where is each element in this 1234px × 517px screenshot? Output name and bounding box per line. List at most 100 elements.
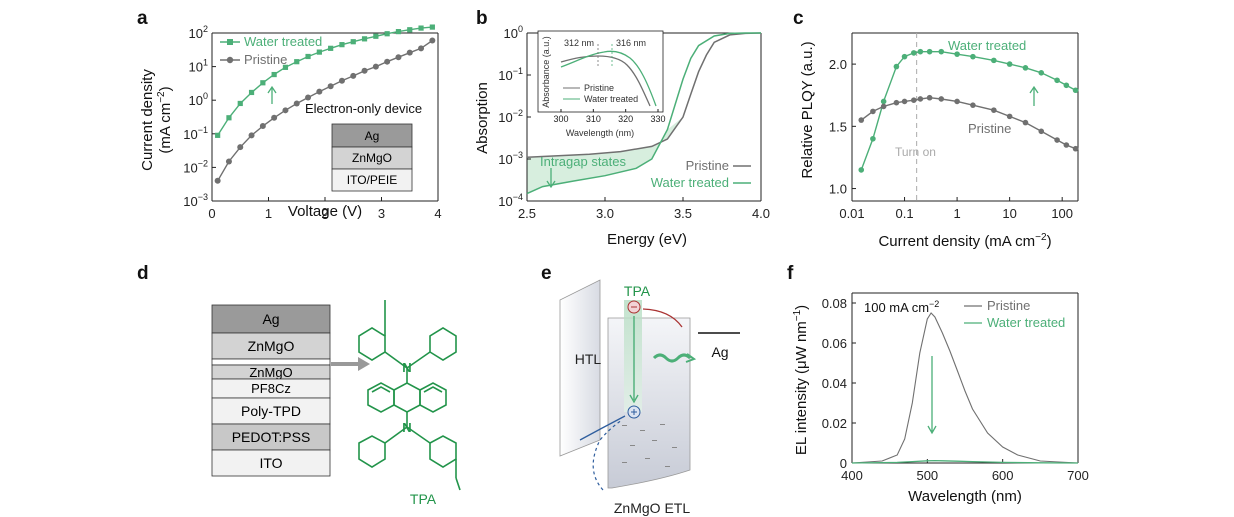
panel-c-arrow xyxy=(1029,85,1039,106)
panel-b-annotation: Intragap states xyxy=(540,154,626,169)
e-htl-label: HTL xyxy=(575,351,602,367)
panel-f-annotation: 100 mA cm−2 xyxy=(864,299,939,315)
y-tick-label: 2.0 xyxy=(829,57,847,72)
stack-d-znmgo-top: ZnMgO xyxy=(248,338,295,354)
data-point-pristine xyxy=(1054,137,1060,143)
inset-x-tick-label: 330 xyxy=(650,114,665,124)
inset-pristine-line xyxy=(560,55,651,107)
panel-a-xlabel: Voltage (V) xyxy=(288,203,362,220)
panel-a-annotation: Electron-only device xyxy=(305,101,422,116)
data-point-water xyxy=(926,48,933,55)
x-tick-label: 1 xyxy=(953,206,960,221)
e-tpa-label: TPA xyxy=(624,283,651,299)
data-point-water xyxy=(395,29,402,35)
series-line-0 xyxy=(526,32,762,159)
y-tick-label: 1.5 xyxy=(829,119,847,134)
panel-d-arrowhead xyxy=(358,357,370,371)
data-point-water xyxy=(893,63,900,70)
y-tick-label: 1.0 xyxy=(829,182,847,197)
panel-c-axes: 0.01 0.1 1 10 100 1.0 1.5 2.0 xyxy=(829,32,1079,221)
y-tick-label: 0.02 xyxy=(822,416,847,431)
data-point-pristine xyxy=(350,72,357,79)
panel-e: e HTL TPA Ag ZnMgO ETL xyxy=(541,263,740,516)
stack-d-znmgo-bottom: ZnMgO xyxy=(249,365,292,380)
stack-d-ito: ITO xyxy=(259,455,282,471)
data-point-pristine xyxy=(293,100,300,107)
x-tick-label: 0 xyxy=(208,206,215,221)
panel-a-legend-pristine: Pristine xyxy=(244,52,287,67)
data-point-pristine xyxy=(1006,113,1013,120)
panel-a-ylabel: Current density (mA cm−2) xyxy=(139,69,174,171)
data-point-pristine xyxy=(938,96,945,102)
data-point-pristine xyxy=(910,97,917,103)
y-tick-label: 10−4 xyxy=(498,192,523,209)
data-point-pristine xyxy=(338,77,345,84)
x-tick-label: 2 xyxy=(321,206,328,221)
x-tick-label: 10 xyxy=(1002,206,1016,221)
data-point-water xyxy=(954,51,960,57)
x-tick-label: 3.0 xyxy=(596,206,614,221)
panel-a-legend-water: Water treated xyxy=(244,34,322,49)
data-point-water xyxy=(305,53,311,60)
etl-trap-states xyxy=(622,424,677,467)
data-point-water xyxy=(384,31,390,37)
x-tick-label: 400 xyxy=(841,468,863,483)
panel-label-d: d xyxy=(137,263,149,284)
series-line-1 xyxy=(526,32,761,195)
y-tick-label: 0.06 xyxy=(822,336,847,351)
x-tick-label: 0.01 xyxy=(839,206,864,221)
x-tick-label: 4.0 xyxy=(752,206,770,221)
inset-x-tick-label: 310 xyxy=(586,114,601,124)
tpa-gap-band xyxy=(624,300,642,412)
panel-b-legend-pristine: Pristine xyxy=(686,158,729,173)
panel-b: b 2.5 3.0 3.5 4.0 10−4 10−3 10−2 10−1 100 Energy… xyxy=(474,8,770,248)
x-tick-label: 3 xyxy=(378,206,385,221)
photon-wave xyxy=(652,353,692,363)
inset-peak-316: 316 nm xyxy=(616,38,646,48)
x-tick-label: 500 xyxy=(916,468,938,483)
y-tick-label: 10−2 xyxy=(183,158,208,175)
data-point-water xyxy=(282,64,289,70)
data-point-pristine xyxy=(954,98,960,105)
data-point-water xyxy=(226,115,232,121)
hole-dashed-arrow xyxy=(592,419,623,491)
data-point-pristine xyxy=(418,45,425,52)
htl-band xyxy=(559,279,601,457)
y-tick-label: 101 xyxy=(189,58,208,75)
data-point-water xyxy=(361,36,368,42)
data-point-pristine xyxy=(271,114,278,121)
data-point-water xyxy=(260,80,266,86)
data-point-water xyxy=(350,39,356,45)
data-point-water xyxy=(1054,77,1060,84)
etl-band xyxy=(607,317,691,489)
panel-f-arrow xyxy=(927,356,937,435)
panel-a-ylabel-line2: (mA cm−2) xyxy=(156,86,174,153)
data-point-water xyxy=(418,25,424,31)
data-point-water xyxy=(901,53,908,60)
data-point-water xyxy=(1006,61,1013,67)
data-point-pristine xyxy=(1022,119,1029,126)
tpa-n-top: N xyxy=(402,360,411,375)
data-point-water xyxy=(237,100,243,107)
panel-f-ylabel: EL intensity (μW nm−1) xyxy=(792,305,810,455)
data-point-pristine xyxy=(305,94,312,101)
panel-d-device-stack: Ag ZnMgO ZnMgO PF8Cz Poly-TPD PEDOT:PSS … xyxy=(211,304,331,477)
inset-peak-312: 312 nm xyxy=(564,38,594,48)
x-tick-label: 1 xyxy=(265,206,272,221)
data-point-pristine xyxy=(1038,128,1045,135)
y-tick-label: 10−2 xyxy=(498,108,523,125)
panel-c-label-water: Water treated xyxy=(948,38,1026,53)
panel-f-legend: Pristine Water treated xyxy=(964,298,1065,330)
data-point-water xyxy=(294,59,300,65)
data-point-water xyxy=(248,89,255,96)
data-point-water xyxy=(938,48,945,55)
inset-water-line xyxy=(560,50,657,107)
data-point-water xyxy=(880,98,887,105)
data-point-pristine xyxy=(384,58,391,65)
panel-b-marks xyxy=(526,32,762,195)
data-point-pristine xyxy=(282,107,289,114)
data-point-water xyxy=(1072,87,1079,94)
y-tick-label: 10−1 xyxy=(498,66,523,83)
inset-xticks: 300 310 320 330 xyxy=(553,109,666,124)
